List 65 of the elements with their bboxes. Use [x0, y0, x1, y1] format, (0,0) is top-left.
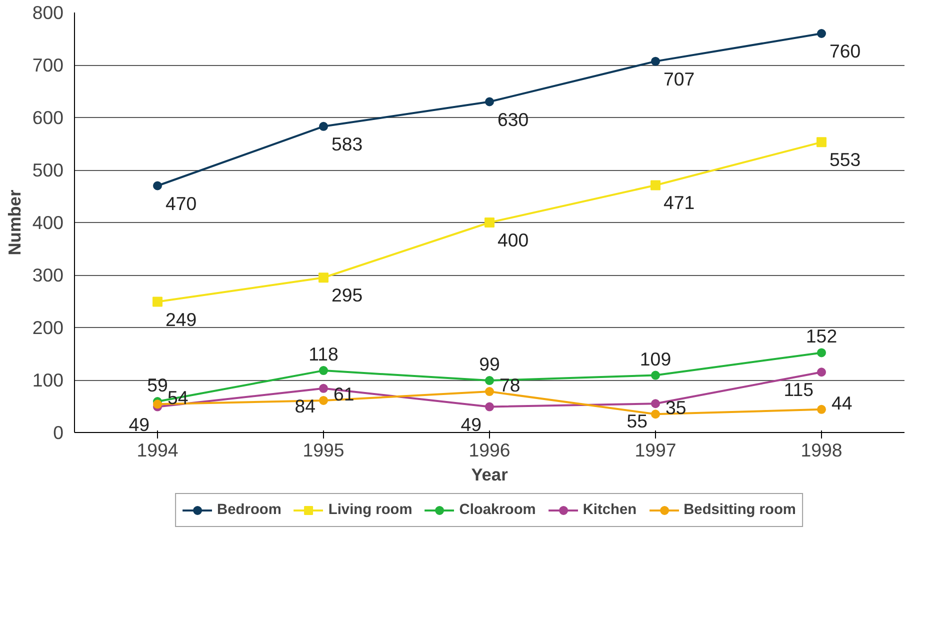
point	[319, 384, 328, 393]
x-tick-label: 1998	[800, 440, 842, 460]
point	[817, 404, 826, 414]
point	[319, 396, 328, 405]
data-label: 400	[498, 230, 529, 250]
data-label: 553	[830, 149, 861, 170]
point	[485, 402, 494, 412]
data-label: 707	[664, 68, 695, 90]
data-label: 152	[806, 326, 838, 347]
point	[319, 366, 328, 376]
x-tick-label: 1995	[302, 440, 344, 460]
data-label: 78	[500, 374, 520, 396]
data-label: 55	[626, 410, 648, 432]
x-tick-label: 1996	[468, 440, 510, 460]
y-tick-label: 200	[32, 317, 64, 338]
y-tick-label: 800	[32, 2, 64, 23]
x-tick-label: 1994	[136, 440, 178, 460]
point	[318, 272, 328, 283]
data-label: 59	[147, 374, 168, 396]
legend-label: Living room	[328, 502, 412, 518]
legend-label: Cloakroom	[459, 502, 536, 518]
point	[485, 97, 494, 106]
point	[153, 181, 162, 190]
data-label: 49	[128, 414, 150, 435]
data-label: 118	[308, 344, 338, 365]
legend-label: Kitchen	[582, 502, 637, 518]
y-tick-label: 100	[32, 370, 64, 390]
data-label: 249	[166, 308, 197, 330]
point	[651, 56, 660, 66]
point	[484, 218, 494, 228]
point	[817, 348, 826, 358]
point	[153, 400, 162, 409]
point	[817, 368, 826, 377]
point	[816, 137, 826, 148]
x-tick-label: 1997	[634, 440, 676, 460]
data-label: 295	[332, 284, 363, 306]
legend-label: Bedroom	[217, 502, 282, 518]
x-axis-title: Year	[471, 464, 508, 484]
y-tick-label: 600	[32, 107, 64, 128]
y-tick-label: 0	[53, 422, 64, 443]
y-tick-label: 300	[32, 264, 64, 286]
legend-label: Bedsitting room	[684, 502, 796, 518]
point	[651, 370, 660, 380]
point	[319, 122, 328, 131]
data-label: 44	[832, 392, 852, 414]
point	[485, 387, 494, 396]
data-label: 115	[784, 379, 814, 400]
point	[485, 376, 494, 386]
data-label: 470	[166, 192, 197, 214]
data-label: 583	[332, 133, 363, 154]
point	[651, 410, 660, 419]
point	[152, 296, 162, 307]
data-label: 84	[294, 395, 316, 416]
point	[650, 180, 660, 190]
data-label: 760	[830, 40, 861, 62]
data-label: 109	[640, 348, 672, 370]
y-tick-label: 700	[32, 54, 64, 76]
data-label: 471	[664, 192, 695, 214]
data-label: 49	[460, 414, 482, 435]
point	[817, 29, 826, 38]
data-label: 99	[479, 354, 500, 375]
y-axis-title: Number	[4, 190, 24, 256]
y-tick-label: 500	[32, 160, 64, 180]
y-tick-label: 400	[32, 212, 64, 233]
point	[651, 399, 660, 408]
